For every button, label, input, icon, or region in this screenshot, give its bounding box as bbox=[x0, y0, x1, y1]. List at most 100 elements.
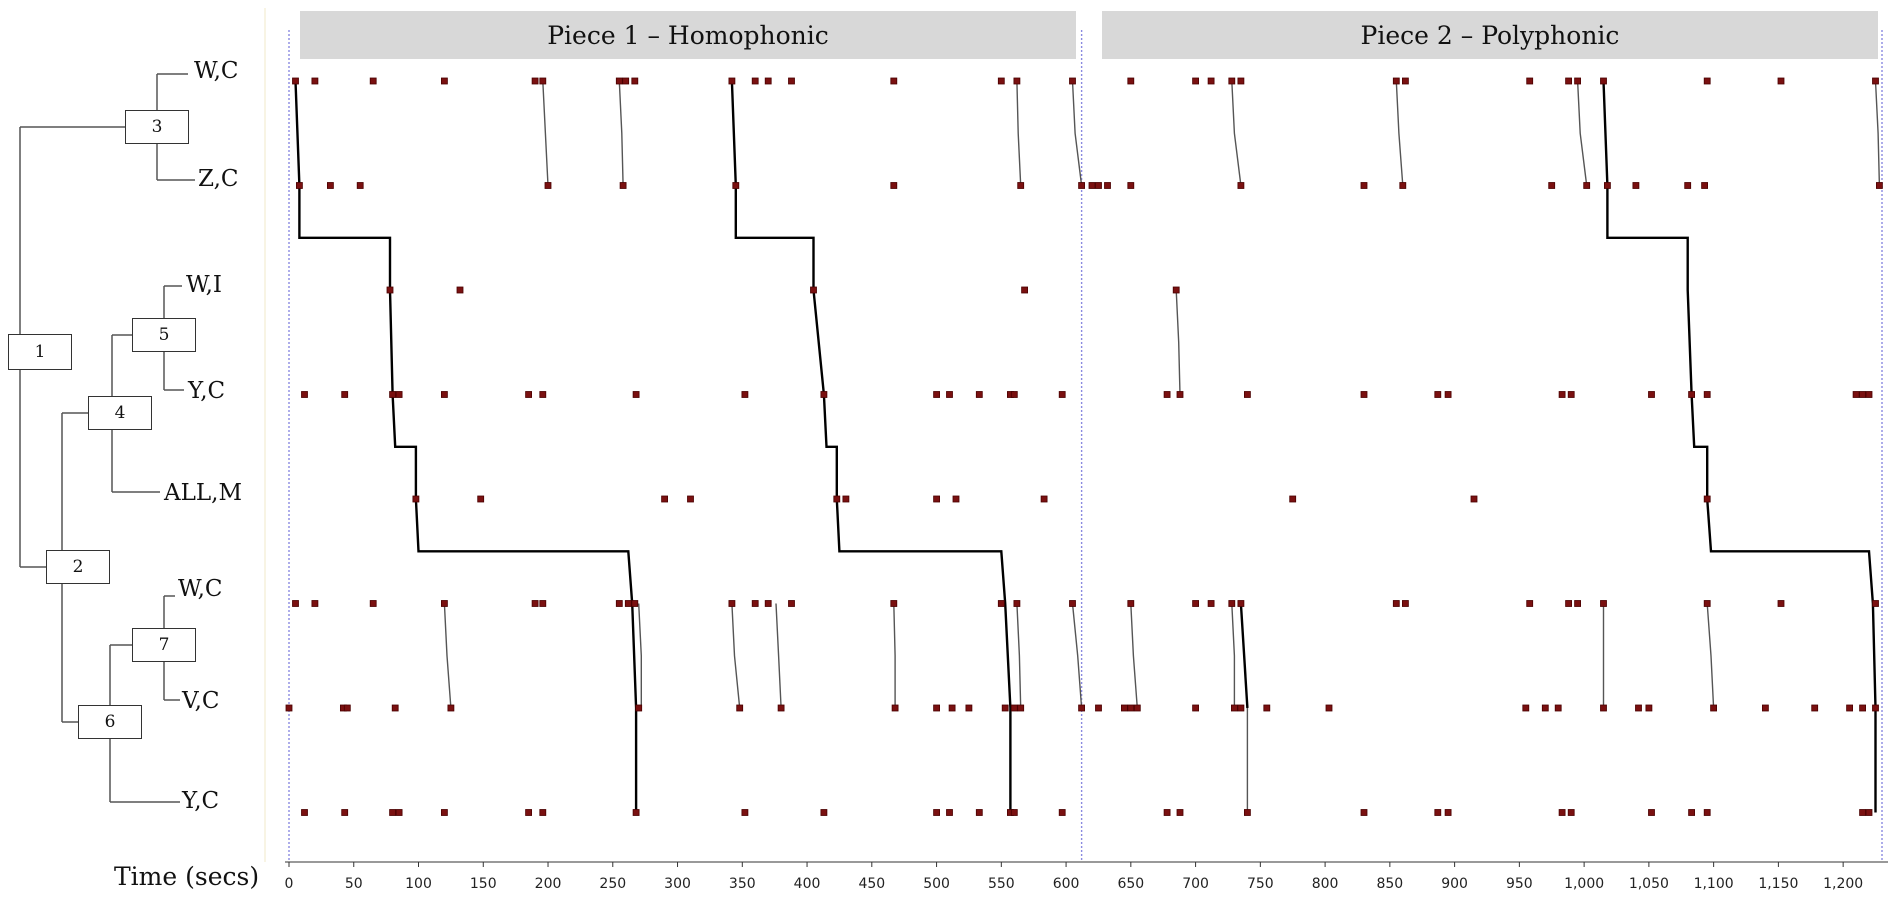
thick-transition-path bbox=[1239, 603, 1249, 709]
data-point bbox=[525, 391, 532, 398]
data-point bbox=[736, 704, 744, 712]
data-point bbox=[741, 391, 749, 398]
x-tick-label: 350 bbox=[729, 876, 756, 892]
data-point bbox=[1021, 286, 1028, 294]
data-point bbox=[1554, 704, 1562, 712]
data-point bbox=[687, 495, 694, 503]
data-point bbox=[1703, 495, 1711, 503]
leaf-label-wc-2: W,C bbox=[178, 576, 223, 602]
x-axis-title: Time (secs) bbox=[114, 862, 260, 891]
data-point bbox=[965, 704, 973, 712]
data-point bbox=[539, 809, 547, 816]
data-point bbox=[1648, 391, 1655, 398]
data-point bbox=[635, 704, 643, 712]
data-point bbox=[447, 704, 455, 712]
data-point bbox=[1237, 77, 1245, 85]
x-tick-label: 450 bbox=[858, 876, 885, 892]
data-point bbox=[1058, 391, 1066, 398]
data-point bbox=[1604, 182, 1611, 189]
data-point bbox=[952, 495, 960, 503]
data-point bbox=[975, 391, 983, 398]
data-point bbox=[311, 77, 319, 85]
piece-1-header: Piece 1 – Homophonic bbox=[300, 11, 1076, 59]
data-point bbox=[391, 704, 399, 712]
leaf-label-vc: V,C bbox=[182, 688, 220, 714]
data-point bbox=[631, 600, 639, 607]
data-point bbox=[1574, 600, 1581, 607]
data-point bbox=[531, 600, 539, 607]
data-point bbox=[615, 77, 623, 85]
data-point bbox=[386, 286, 394, 294]
data-point bbox=[1600, 600, 1607, 607]
data-point bbox=[311, 600, 319, 607]
data-point bbox=[1017, 704, 1025, 712]
data-point bbox=[539, 600, 547, 607]
data-point bbox=[1392, 600, 1400, 607]
data-point bbox=[1558, 391, 1566, 398]
thin-transition-path bbox=[1395, 80, 1404, 186]
data-point bbox=[632, 391, 640, 398]
data-point bbox=[389, 809, 397, 816]
data-point bbox=[1001, 704, 1009, 712]
x-tick-label: 750 bbox=[1247, 876, 1274, 892]
data-point bbox=[1058, 809, 1066, 816]
data-point bbox=[728, 600, 736, 607]
data-point bbox=[1777, 77, 1785, 85]
data-point bbox=[1231, 704, 1238, 712]
cluster-node-6: 6 bbox=[78, 705, 142, 739]
data-point bbox=[539, 77, 547, 85]
data-point bbox=[890, 600, 898, 607]
data-point bbox=[356, 182, 364, 189]
data-point bbox=[1244, 391, 1251, 398]
data-point bbox=[1703, 809, 1711, 816]
data-point bbox=[833, 495, 841, 503]
x-tick-label: 800 bbox=[1312, 876, 1339, 892]
data-point bbox=[764, 600, 772, 607]
thin-transition-path bbox=[1016, 80, 1022, 186]
data-point bbox=[975, 809, 983, 816]
data-point bbox=[891, 704, 899, 712]
data-point bbox=[1548, 182, 1556, 189]
data-point bbox=[1811, 704, 1819, 712]
data-point bbox=[764, 77, 772, 85]
data-point bbox=[285, 704, 293, 712]
data-point bbox=[1127, 77, 1135, 85]
data-point bbox=[1434, 809, 1442, 816]
data-point bbox=[1133, 704, 1141, 712]
thin-transition-path bbox=[1130, 603, 1138, 709]
data-point bbox=[440, 600, 448, 607]
thin-transition-path bbox=[775, 603, 782, 709]
data-point bbox=[301, 809, 308, 816]
data-point bbox=[1207, 77, 1215, 85]
data-point bbox=[1013, 600, 1021, 607]
data-point bbox=[1865, 809, 1873, 816]
data-point bbox=[1360, 809, 1368, 816]
data-point bbox=[1470, 495, 1478, 503]
data-point bbox=[1522, 704, 1530, 712]
data-point bbox=[1069, 77, 1076, 85]
data-point bbox=[946, 809, 953, 816]
data-point bbox=[1688, 809, 1695, 816]
data-point bbox=[1192, 704, 1199, 712]
data-point bbox=[751, 600, 759, 607]
data-point bbox=[1192, 77, 1199, 85]
data-point bbox=[810, 286, 817, 294]
data-point bbox=[624, 600, 632, 607]
piece-2-header: Piece 2 – Polyphonic bbox=[1102, 11, 1878, 59]
data-point bbox=[1017, 182, 1025, 189]
data-point bbox=[777, 704, 785, 712]
thin-transition-path bbox=[1874, 80, 1881, 186]
thick-transition-path bbox=[730, 80, 1012, 813]
cluster-node-3: 3 bbox=[125, 110, 189, 144]
data-point bbox=[1600, 77, 1607, 85]
thin-transition-path bbox=[1706, 603, 1715, 709]
data-point bbox=[997, 77, 1005, 85]
x-tick-label: 1,050 bbox=[1629, 876, 1669, 892]
data-point bbox=[1583, 182, 1591, 189]
x-tick-label: 650 bbox=[1117, 876, 1144, 892]
thin-transition-path bbox=[1175, 289, 1181, 395]
leaf-label-zc: Z,C bbox=[198, 166, 239, 192]
thin-transition-path bbox=[638, 603, 642, 708]
data-point bbox=[619, 182, 627, 189]
data-point bbox=[1402, 77, 1409, 85]
